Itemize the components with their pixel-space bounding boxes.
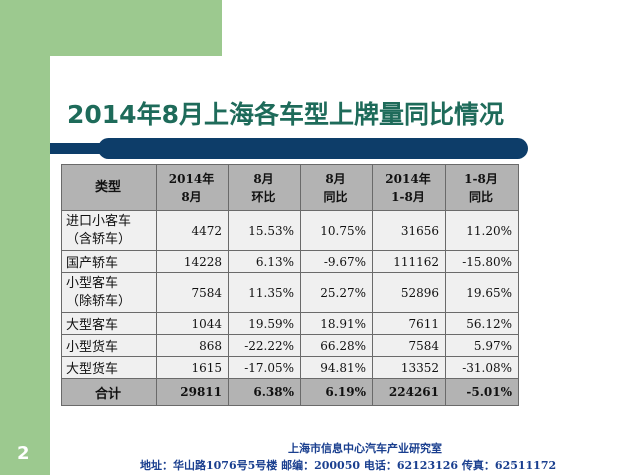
cell-yoy: 18.91% xyxy=(300,312,373,335)
table-row: 大型货车 1615 -17.05% 94.81% 13352 -31.08% xyxy=(61,356,519,379)
row-type: 大型货车 xyxy=(61,356,157,379)
cell-yoy: 10.75% xyxy=(300,210,373,251)
cell-aug: 1044 xyxy=(156,312,229,335)
table-row: 小型客车 （除轿车） 7584 11.35% 25.27% 52896 19.65… xyxy=(61,272,519,313)
cell-mom: 6.13% xyxy=(228,250,301,273)
cell-ytd-yoy: 19.65% xyxy=(445,272,519,313)
cell-mom: 15.53% xyxy=(228,210,301,251)
header-aug-mom: 8月 环比 xyxy=(228,164,301,211)
footer-organization: 上海市信息中心汽车产业研究室 xyxy=(288,442,442,455)
header-ytd-2014: 2014年 1-8月 xyxy=(372,164,446,211)
total-yoy: 6.19% xyxy=(300,378,373,406)
green-top-block xyxy=(0,0,222,56)
page-number: 2 xyxy=(17,443,30,464)
cell-ytd-yoy: 5.97% xyxy=(445,334,519,357)
row-type: 进口小客车 （含轿车） xyxy=(61,210,157,251)
cell-yoy: 94.81% xyxy=(300,356,373,379)
cell-ytd: 52896 xyxy=(372,272,446,313)
footer-address: 地址：华山路1076号5号楼 邮编：200050 电话：62123126 传真：… xyxy=(140,459,557,472)
cell-ytd: 7584 xyxy=(372,334,446,357)
cell-aug: 14228 xyxy=(156,250,229,273)
cell-mom: -17.05% xyxy=(228,356,301,379)
cell-yoy: -9.67% xyxy=(300,250,373,273)
cell-yoy: 66.28% xyxy=(300,334,373,357)
table-row: 大型客车 1044 19.59% 18.91% 7611 56.12% xyxy=(61,312,519,335)
cell-aug: 4472 xyxy=(156,210,229,251)
cell-mom: -22.22% xyxy=(228,334,301,357)
table-row: 国产轿车 14228 6.13% -9.67% 111162 -15.80% xyxy=(61,250,519,273)
cell-ytd: 13352 xyxy=(372,356,446,379)
total-ytd-yoy: -5.01% xyxy=(445,378,519,406)
table-total-row: 合计 29811 6.38% 6.19% 224261 -5.01% xyxy=(61,378,519,406)
registration-table: 类型 2014年 8月 8月 环比 8月 同比 2014年 1-8月 1-8月 同比 进口… xyxy=(61,164,519,406)
title-underline-tail xyxy=(50,143,110,154)
green-side-bar xyxy=(0,0,50,475)
table-row: 小型货车 868 -22.22% 66.28% 7584 5.97% xyxy=(61,334,519,357)
cell-aug: 1615 xyxy=(156,356,229,379)
cell-ytd-yoy: 56.12% xyxy=(445,312,519,335)
row-type: 大型客车 xyxy=(61,312,157,335)
cell-aug: 7584 xyxy=(156,272,229,313)
cell-ytd: 31656 xyxy=(372,210,446,251)
header-aug-yoy: 8月 同比 xyxy=(300,164,373,211)
total-mom: 6.38% xyxy=(228,378,301,406)
row-type: 国产轿车 xyxy=(61,250,157,273)
cell-mom: 19.59% xyxy=(228,312,301,335)
rounded-content-corner xyxy=(50,56,222,116)
header-type: 类型 xyxy=(61,164,157,211)
table-row: 进口小客车 （含轿车） 4472 15.53% 10.75% 31656 11.2… xyxy=(61,210,519,251)
cell-ytd-yoy: 11.20% xyxy=(445,210,519,251)
total-label: 合计 xyxy=(61,378,157,406)
title-underline-bar xyxy=(98,138,528,159)
header-aug-2014: 2014年 8月 xyxy=(156,164,229,211)
cell-mom: 11.35% xyxy=(228,272,301,313)
row-type: 小型客车 （除轿车） xyxy=(61,272,157,313)
total-ytd: 224261 xyxy=(372,378,446,406)
total-aug: 29811 xyxy=(156,378,229,406)
header-ytd-yoy: 1-8月 同比 xyxy=(445,164,519,211)
cell-aug: 868 xyxy=(156,334,229,357)
cell-ytd-yoy: -31.08% xyxy=(445,356,519,379)
table-header-row: 类型 2014年 8月 8月 环比 8月 同比 2014年 1-8月 1-8月 同比 xyxy=(61,164,519,211)
cell-ytd-yoy: -15.80% xyxy=(445,250,519,273)
row-type: 小型货车 xyxy=(61,334,157,357)
cell-ytd: 7611 xyxy=(372,312,446,335)
slide-title: 2014年8月上海各车型上牌量同比情况 xyxy=(67,100,504,129)
cell-yoy: 25.27% xyxy=(300,272,373,313)
cell-ytd: 111162 xyxy=(372,250,446,273)
